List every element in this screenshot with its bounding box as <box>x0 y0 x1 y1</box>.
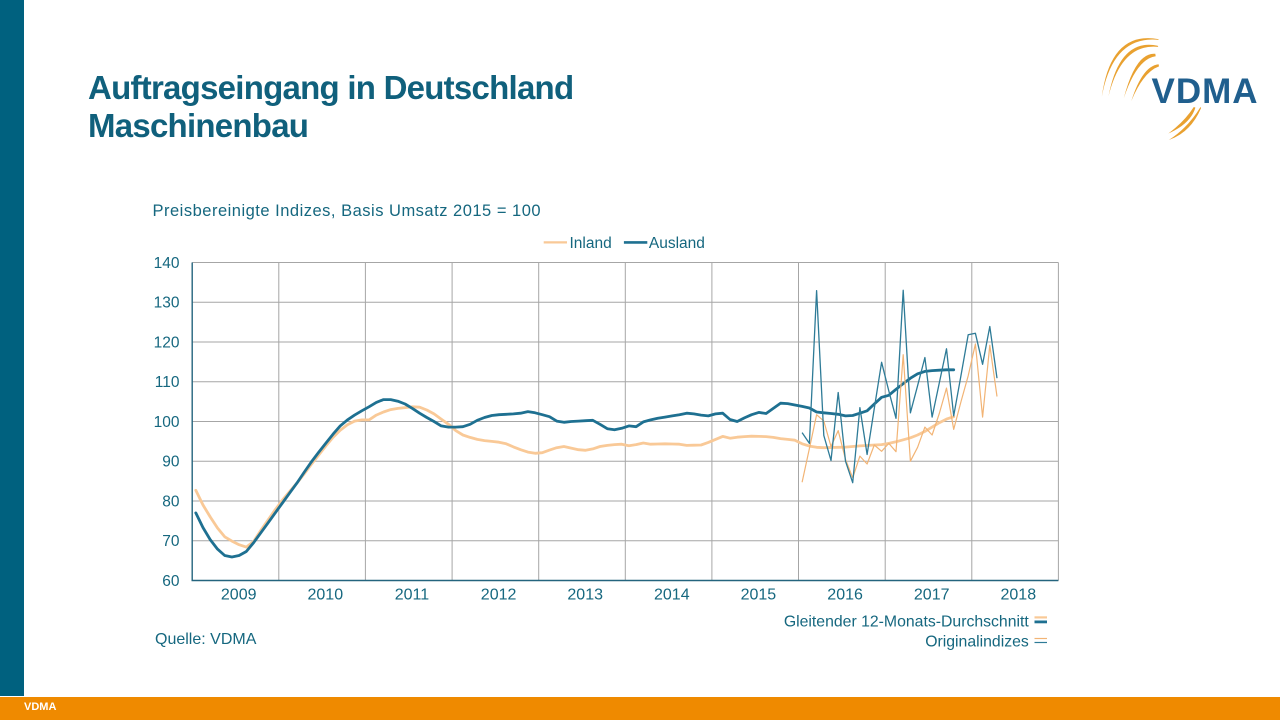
svg-text:Gleitender 12-Monats-Durchschn: Gleitender 12-Monats-Durchschnitt <box>784 613 1030 630</box>
svg-text:Ausland: Ausland <box>649 235 705 252</box>
svg-text:120: 120 <box>154 334 180 351</box>
svg-text:130: 130 <box>154 295 180 312</box>
svg-text:2010: 2010 <box>308 587 344 604</box>
svg-text:Inland: Inland <box>570 235 612 252</box>
svg-text:60: 60 <box>162 573 180 590</box>
svg-text:2012: 2012 <box>481 587 517 604</box>
svg-text:100: 100 <box>154 414 180 431</box>
svg-text:80: 80 <box>162 493 180 510</box>
svg-text:2013: 2013 <box>567 587 603 604</box>
svg-text:2015: 2015 <box>741 587 777 604</box>
svg-text:2016: 2016 <box>827 587 863 604</box>
svg-text:2018: 2018 <box>1001 587 1037 604</box>
svg-text:90: 90 <box>162 454 180 471</box>
svg-text:2011: 2011 <box>395 587 430 604</box>
svg-text:2009: 2009 <box>221 587 257 604</box>
svg-text:Originalindizes: Originalindizes <box>925 633 1029 650</box>
svg-text:2017: 2017 <box>914 587 950 604</box>
svg-text:2014: 2014 <box>654 587 690 604</box>
svg-text:110: 110 <box>155 374 180 391</box>
svg-text:140: 140 <box>154 255 180 272</box>
svg-text:70: 70 <box>162 533 180 550</box>
svg-text:VDMA: VDMA <box>1152 72 1259 111</box>
